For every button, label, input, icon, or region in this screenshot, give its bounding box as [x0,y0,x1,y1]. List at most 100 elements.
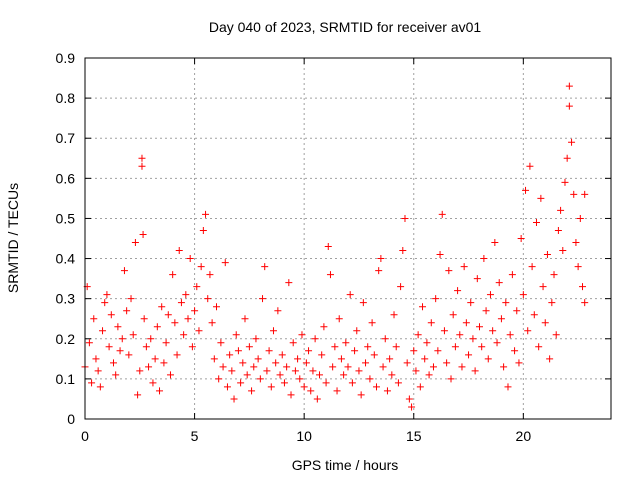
plot-frame [84,57,612,420]
data-point [272,359,280,367]
data-point [530,311,538,319]
data-point [221,259,229,267]
data-point [285,279,293,287]
data-point [294,355,302,363]
data-point [353,327,361,335]
data-point [408,403,416,411]
y-tick-label: 0.5 [56,210,76,226]
data-point [522,186,530,194]
data-point [149,379,157,387]
data-point [193,283,201,291]
data-point [515,359,523,367]
y-tick-label: 0.6 [56,170,76,186]
data-point [390,311,398,319]
data-point [230,395,238,403]
data-point [445,267,453,275]
data-point [138,154,146,162]
data-point [158,303,166,311]
data-point [473,275,481,283]
data-point [458,363,466,371]
data-point [506,331,514,339]
data-point [337,355,345,363]
data-point [131,239,139,247]
data-point [397,283,405,291]
x-tick-label: 10 [296,428,312,444]
x-tick-label: 20 [516,428,532,444]
data-point [145,363,153,371]
data-point [342,339,350,347]
data-point [226,351,234,359]
data-point [120,267,128,275]
data-point [239,359,247,367]
data-point [394,379,402,387]
data-point [539,283,547,291]
data-point [248,387,256,395]
data-point [434,347,442,355]
data-point [241,315,249,323]
data-point [169,271,177,279]
data-point [208,319,216,327]
data-point [495,279,503,287]
data-point [96,383,104,391]
data-point [421,355,429,363]
data-point [329,363,337,371]
data-point [213,303,220,311]
data-point [232,331,240,339]
data-point [383,387,391,395]
data-point [254,355,262,363]
data-point [173,351,181,359]
data-point [180,331,188,339]
data-point [276,371,284,379]
data-point [482,307,490,315]
data-point [217,339,225,347]
data-point [497,315,505,323]
data-point [243,371,251,379]
data-point [94,367,102,375]
data-point [532,218,540,226]
x-tick-label: 15 [406,428,422,444]
data-point [344,363,352,371]
data-point [136,367,144,375]
data-point [265,347,273,355]
data-point [116,347,124,355]
data-point [476,323,483,331]
data-point [480,255,488,263]
data-point [414,331,422,339]
data-point [298,331,306,339]
data-point [574,263,582,271]
data-point [550,271,558,279]
data-point [316,371,324,379]
data-point [307,387,315,395]
data-point [471,367,479,375]
data-point [493,339,501,347]
data-point [139,230,147,238]
data-point [355,367,363,375]
axis-ticks: 0 0.1 0.2 0.3 0.4 0.5 0.6 0.7 0.8 0.9 0 5 10 15 20 [56,50,611,444]
y-tick-label: 0.7 [56,130,76,146]
data-point [215,375,223,383]
data-point [379,363,387,371]
data-point [572,239,580,247]
data-point [234,347,242,355]
data-point [259,295,267,303]
data-point [118,335,126,343]
data-point [199,226,207,234]
data-point [256,375,264,383]
y-tick-label: 0.1 [56,371,76,387]
data-point [425,371,433,379]
data-point [184,315,192,323]
data-point [388,371,396,379]
y-tick-label: 0.8 [56,90,76,106]
data-point [535,343,543,351]
data-point [427,319,435,327]
data-point [175,247,183,255]
data-point [331,343,339,351]
data-point [109,359,117,367]
data-point [296,375,304,383]
data-point [160,359,168,367]
data-point [519,291,527,299]
data-point [346,291,354,299]
data-point [191,307,199,315]
data-point [129,331,137,339]
data-point [134,391,142,399]
